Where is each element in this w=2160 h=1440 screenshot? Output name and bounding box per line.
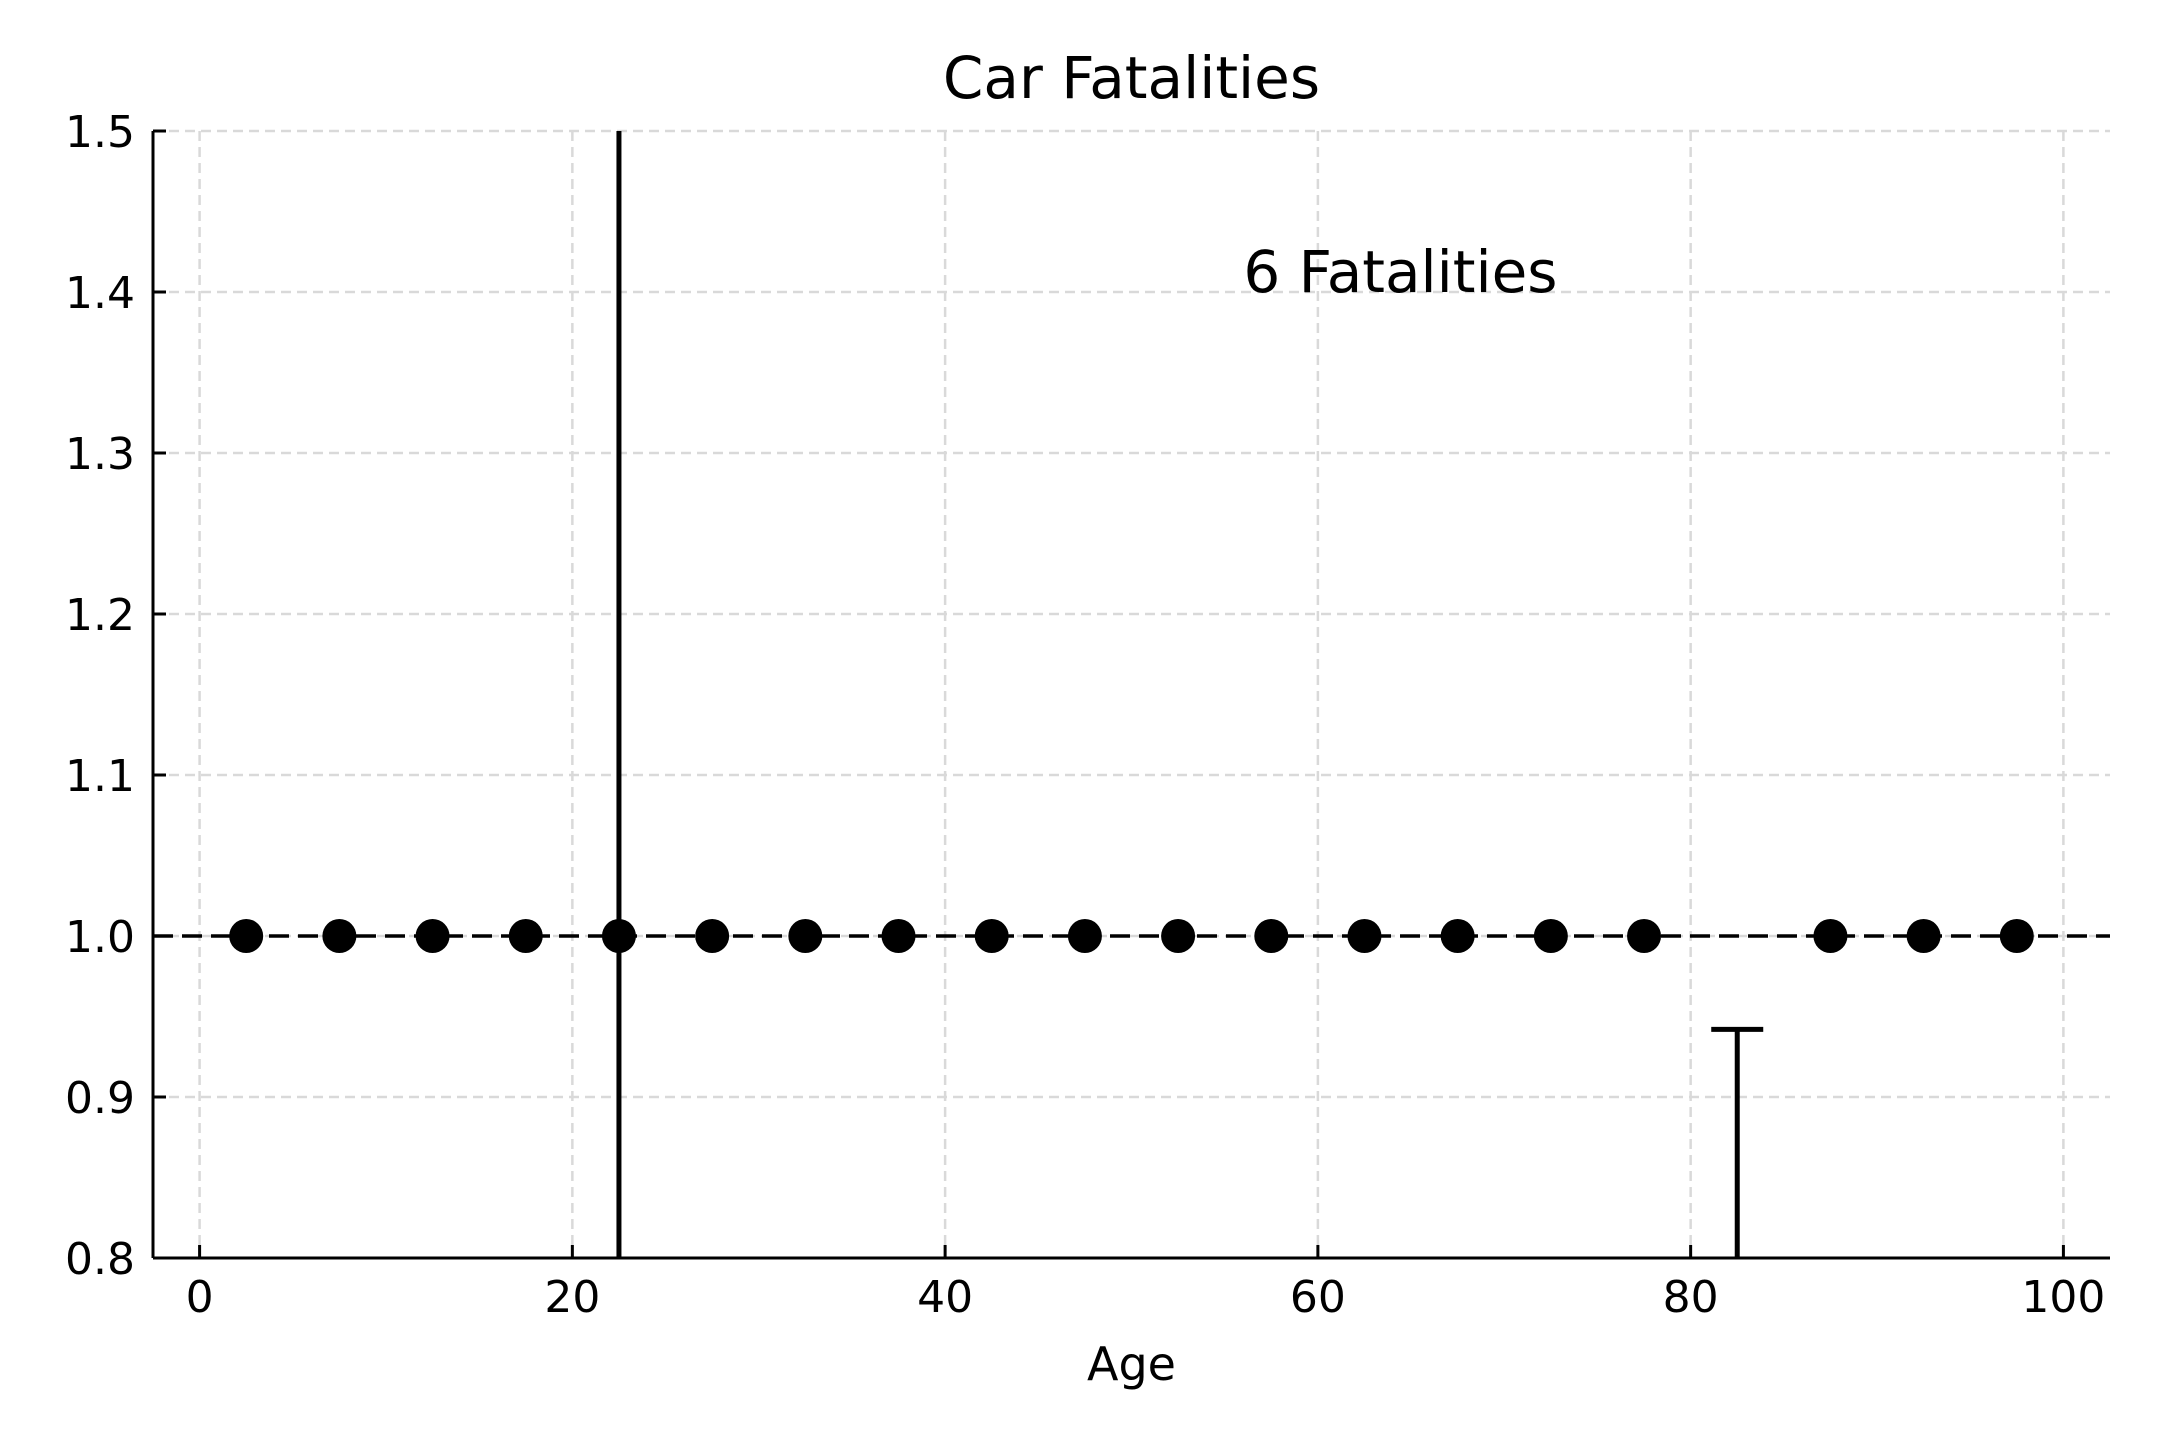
x-axis-label: Age [1087, 1337, 1176, 1391]
x-tick-label: 100 [2021, 1272, 2105, 1323]
data-point [881, 919, 916, 953]
data-point [508, 919, 543, 953]
chart-title: Car Fatalities [943, 44, 1320, 112]
x-tick-label: 20 [544, 1272, 600, 1323]
x-ticks: 0 20 40 60 80 100 [186, 1245, 2105, 1323]
data-point [1906, 919, 1941, 953]
annotation-text: 6 Fatalities [1243, 238, 1557, 306]
y-ticks: 0.8 0.9 1.0 1.1 1.2 1.3 1.4 1.5 [65, 107, 166, 1285]
x-tick-label: 0 [186, 1272, 214, 1323]
data-point [415, 919, 450, 953]
data-point [1533, 919, 1568, 953]
x-tick-label: 40 [917, 1272, 973, 1323]
x-tick-label: 80 [1663, 1272, 1719, 1323]
data-point [1254, 919, 1289, 953]
data-point [788, 919, 823, 953]
data-point [229, 919, 264, 953]
y-tick-label: 1.3 [65, 429, 135, 480]
vertical-lines [616, 131, 1764, 1258]
y-tick-label: 1.5 [65, 107, 135, 158]
annotations: 6 Fatalities [1243, 238, 1557, 306]
y-tick-label: 1.1 [65, 751, 135, 802]
data-point [1067, 919, 1102, 953]
data-point [1627, 919, 1662, 953]
data-point [1999, 919, 2034, 953]
y-tick-label: 0.9 [65, 1073, 135, 1124]
data-point [322, 919, 357, 953]
y-tick-label: 1.2 [65, 590, 135, 641]
y-tick-label: 1.4 [65, 268, 135, 319]
data-point [601, 919, 636, 953]
data-point [1813, 919, 1848, 953]
data-point [1347, 919, 1382, 953]
x-tick-label: 60 [1290, 1272, 1346, 1323]
data-point [1440, 919, 1475, 953]
grid-lines [153, 129, 2110, 1258]
data-point [695, 919, 730, 953]
data-points [229, 919, 2034, 953]
y-tick-label: 0.8 [65, 1234, 135, 1285]
data-point [1161, 919, 1196, 953]
y-tick-label: 1.0 [65, 912, 135, 963]
axes [151, 131, 2110, 1260]
data-point [974, 919, 1009, 953]
